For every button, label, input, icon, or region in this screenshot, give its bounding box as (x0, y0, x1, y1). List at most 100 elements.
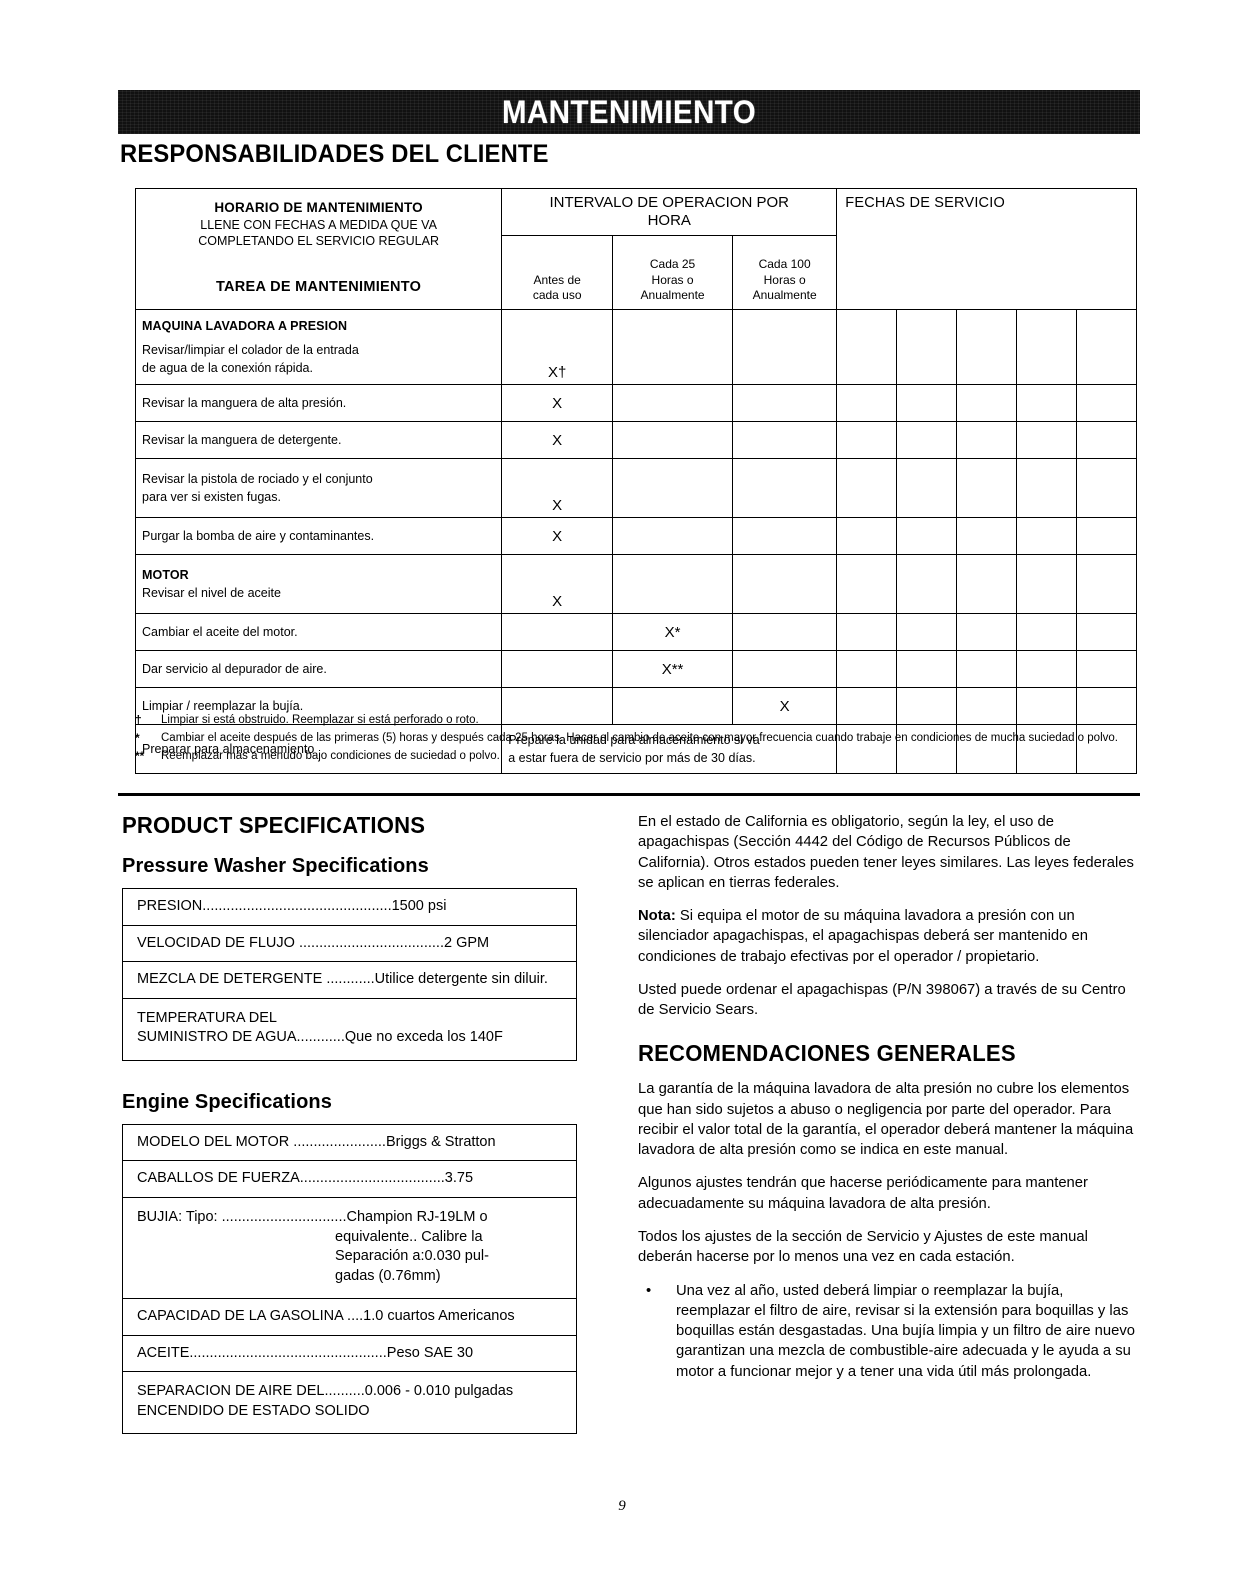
banner-title: MANTENIMIENTO (501, 93, 757, 130)
spec-row-temperatura-agua: TEMPERATURA DEL SUMINISTRO DE AGUA......… (123, 999, 576, 1060)
pressure-washer-spec-box: PRESION.................................… (122, 888, 577, 1061)
service-date-cell[interactable] (1075, 724, 1138, 774)
page-title: RESPONSABILIDADES DEL CLIENTE (120, 140, 549, 168)
service-date-cell[interactable] (836, 421, 898, 459)
service-date-cell[interactable] (896, 384, 958, 422)
task-text: Revisar/limpiar el colador de la entrada… (142, 342, 359, 376)
product-specifications-heading: PRODUCT SPECIFICATIONS (122, 812, 426, 838)
service-date-cell[interactable] (956, 613, 1017, 651)
service-date-cell[interactable] (896, 724, 958, 774)
header-schedule-line3: COMPLETANDO EL SERVICIO REGULAR (198, 234, 439, 249)
table-row: Revisar la pistola de rociado y el conju… (134, 458, 1138, 518)
service-date-cell[interactable] (836, 517, 898, 555)
table-row: Cambiar el aceite del motor. X* (134, 613, 1138, 651)
service-date-cell[interactable] (1075, 650, 1138, 688)
table-header-row: HORARIO DE MANTENIMIENTO LLENE CON FECHA… (134, 188, 1137, 310)
spec-bujia-line2: equivalente.. Calibre la (335, 1228, 483, 1245)
task-text: Revisar el nivel de aceite (142, 586, 281, 600)
service-date-cell[interactable] (896, 517, 958, 555)
mark-before-each-use: X (501, 421, 614, 459)
service-date-cell[interactable] (836, 554, 898, 614)
header-every-100-hours: Cada 100 Horas o Anualmente (731, 235, 838, 310)
header-service-dates: FECHAS DE SERVICIO (836, 188, 1137, 310)
footnote-symbol: * (135, 731, 140, 746)
mark-before-each-use: X (501, 554, 614, 614)
service-date-cell[interactable] (896, 554, 958, 614)
spec-row-velocidad-flujo: VELOCIDAD DE FLUJO .....................… (123, 926, 576, 963)
service-date-cell[interactable] (956, 384, 1017, 422)
service-date-cell[interactable] (956, 421, 1017, 459)
service-date-cell[interactable] (956, 554, 1017, 614)
service-date-cell[interactable] (956, 458, 1017, 518)
table-row: Limpiar / reemplazar la bujía. X (134, 687, 1138, 725)
mark-every-25 (612, 554, 733, 614)
group-heading-motor: MOTOR (142, 567, 189, 582)
spec-row-modelo-motor: MODELO DEL MOTOR .......................… (123, 1125, 576, 1162)
service-date-cell[interactable] (836, 458, 898, 518)
mark-every-25 (612, 458, 733, 518)
spec-row-bujia: BUJIA: Tipo: ...........................… (123, 1198, 576, 1300)
spec-bujia-line4: gadas (0.76mm) (335, 1267, 441, 1284)
service-date-cell[interactable] (836, 724, 898, 774)
service-date-cell[interactable] (1075, 421, 1138, 459)
table-row: MAQUINA LAVADORA A PRESION Revisar/limpi… (134, 309, 1138, 385)
service-date-cell[interactable] (1075, 613, 1138, 651)
service-date-cell[interactable] (1016, 613, 1077, 651)
recomendaciones-generales-heading: RECOMENDACIONES GENERALES (638, 1040, 1016, 1067)
mark-every-25 (612, 309, 733, 385)
mark-every-100 (731, 309, 838, 385)
service-date-cell[interactable] (896, 650, 958, 688)
service-date-cell[interactable] (956, 650, 1017, 688)
service-date-cell[interactable] (956, 309, 1017, 385)
footnote-asterisk: * Cambiar el aceite después de las prime… (135, 730, 1140, 747)
service-date-cell[interactable] (1016, 458, 1077, 518)
service-date-cell[interactable] (836, 384, 898, 422)
mark-every-100 (731, 613, 838, 651)
spec-row-caballos-fuerza: CABALLOS DE FUERZA......................… (123, 1161, 576, 1198)
mark-before-each-use: X† (501, 309, 614, 385)
mark-before-each-use (501, 650, 614, 688)
service-date-cell[interactable] (1016, 421, 1077, 459)
service-date-cell[interactable] (896, 613, 958, 651)
table-row-storage: Preparar para almacenamiento Prepare la … (134, 724, 1138, 774)
service-date-cell[interactable] (1016, 517, 1077, 555)
spec-row-separacion-aire: SEPARACION DE AIRE DEL..........0.006 - … (123, 1372, 576, 1433)
mark-every-25 (612, 517, 733, 555)
service-date-cell[interactable] (836, 613, 898, 651)
mark-before-each-use (501, 687, 614, 725)
mark-every-100 (731, 554, 838, 614)
spec-separacion-line2: ENCENDIDO DE ESTADO SOLIDO (137, 1402, 370, 1419)
task-label: Purgar la bomba de aire y contaminantes. (134, 517, 503, 555)
service-date-cell[interactable] (1075, 309, 1138, 385)
service-date-cell[interactable] (1016, 309, 1077, 385)
task-label: Cambiar el aceite del motor. (134, 613, 503, 651)
service-date-cell[interactable] (896, 309, 958, 385)
service-date-cell[interactable] (1016, 724, 1077, 774)
service-date-cell[interactable] (896, 458, 958, 518)
service-date-cell[interactable] (836, 650, 898, 688)
service-date-cell[interactable] (1016, 384, 1077, 422)
spec-row-aceite: ACEITE..................................… (123, 1336, 576, 1373)
right-column: En el estado de California es obligatori… (638, 812, 1138, 1382)
service-date-cell[interactable] (956, 517, 1017, 555)
header-interval-column: INTERVALO DE OPERACION POR HORA (501, 188, 838, 236)
paragraph-garantia: La garantía de la máquina lavadora de al… (638, 1081, 1134, 1159)
service-date-cell[interactable] (1016, 650, 1077, 688)
service-date-cell[interactable] (956, 687, 1017, 725)
service-date-cell[interactable] (1075, 384, 1138, 422)
service-date-cell[interactable] (1075, 554, 1138, 614)
service-date-cell[interactable] (836, 309, 898, 385)
service-date-cell[interactable] (1075, 517, 1138, 555)
task-label: Limpiar / reemplazar la bujía. (134, 687, 503, 725)
service-date-cell[interactable] (1075, 458, 1138, 518)
service-date-cell[interactable] (1016, 687, 1077, 725)
paragraph-nota: Nota: Si equipa el motor de su máquina l… (638, 906, 1138, 967)
task-label: MAQUINA LAVADORA A PRESION Revisar/limpi… (134, 309, 503, 385)
service-date-cell[interactable] (1016, 554, 1077, 614)
table-footnotes: † Limpiar si está obstruido. Reemplazar … (135, 712, 1140, 766)
mark-before-each-use: X (501, 458, 614, 518)
spec-bujia-line3: Separación a:0.030 pul- (335, 1248, 489, 1265)
left-column: PRODUCT SPECIFICATIONS Pressure Washer S… (122, 812, 592, 1435)
service-date-cell[interactable] (896, 421, 958, 459)
service-date-cell[interactable] (896, 687, 958, 725)
